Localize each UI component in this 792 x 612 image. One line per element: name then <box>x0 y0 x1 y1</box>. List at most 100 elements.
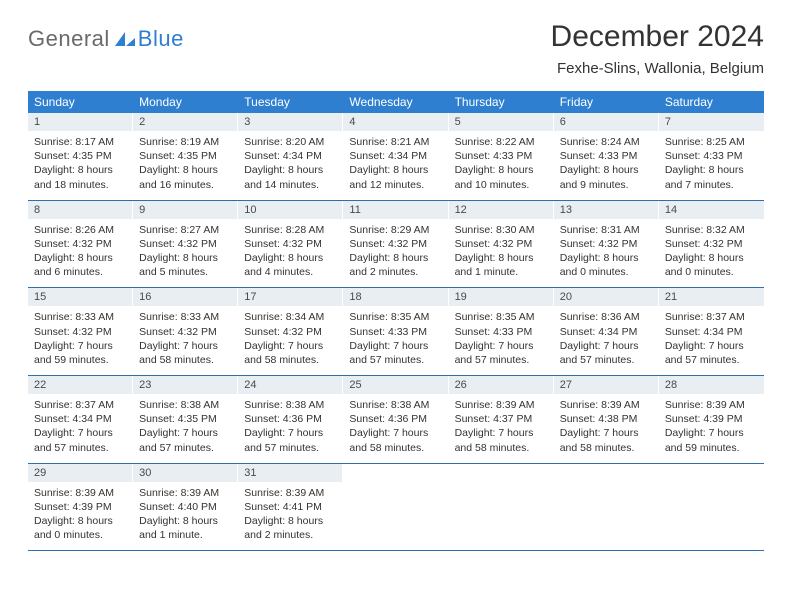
day-cell: 9Sunrise: 8:27 AMSunset: 4:32 PMDaylight… <box>133 201 238 288</box>
day-cell: 1Sunrise: 8:17 AMSunset: 4:35 PMDaylight… <box>28 113 133 200</box>
sunset-text: Sunset: 4:36 PM <box>244 412 337 426</box>
daylight-text: Daylight: 7 hours and 58 minutes. <box>139 339 232 367</box>
day-body: Sunrise: 8:39 AMSunset: 4:38 PMDaylight:… <box>554 394 659 463</box>
sunset-text: Sunset: 4:32 PM <box>244 237 337 251</box>
sunset-text: Sunset: 4:39 PM <box>34 500 127 514</box>
day-body: Sunrise: 8:27 AMSunset: 4:32 PMDaylight:… <box>133 219 238 288</box>
day-cell: 17Sunrise: 8:34 AMSunset: 4:32 PMDayligh… <box>238 288 343 375</box>
sunrise-text: Sunrise: 8:17 AM <box>34 135 127 149</box>
day-body: Sunrise: 8:33 AMSunset: 4:32 PMDaylight:… <box>28 306 133 375</box>
day-number: 5 <box>449 113 554 131</box>
sunset-text: Sunset: 4:32 PM <box>244 325 337 339</box>
day-cell <box>554 464 659 551</box>
day-body: Sunrise: 8:36 AMSunset: 4:34 PMDaylight:… <box>554 306 659 375</box>
day-body: Sunrise: 8:38 AMSunset: 4:36 PMDaylight:… <box>343 394 448 463</box>
day-number: 22 <box>28 376 133 394</box>
sunrise-text: Sunrise: 8:25 AM <box>665 135 758 149</box>
day-body: Sunrise: 8:20 AMSunset: 4:34 PMDaylight:… <box>238 131 343 200</box>
daylight-text: Daylight: 7 hours and 59 minutes. <box>665 426 758 454</box>
month-year-title: December 2024 <box>551 20 764 54</box>
daylight-text: Daylight: 8 hours and 14 minutes. <box>244 163 337 191</box>
sunset-text: Sunset: 4:37 PM <box>455 412 548 426</box>
daylight-text: Daylight: 7 hours and 57 minutes. <box>244 426 337 454</box>
daylight-text: Daylight: 8 hours and 0 minutes. <box>560 251 653 279</box>
day-cell: 26 Sunrise: 8:39 AMSunset: 4:37 PMDayligh… <box>449 376 554 463</box>
daylight-text: Daylight: 8 hours and 0 minutes. <box>665 251 758 279</box>
day-body: Sunrise: 8:38 AMSunset: 4:36 PMDaylight:… <box>238 394 343 463</box>
daylight-text: Daylight: 8 hours and 5 minutes. <box>139 251 232 279</box>
day-body: Sunrise: 8:37 AMSunset: 4:34 PMDaylight:… <box>659 306 764 375</box>
day-cell: 21Sunrise: 8:37 AMSunset: 4:34 PMDayligh… <box>659 288 764 375</box>
day-of-week-header: SundayMondayTuesdayWednesdayThursdayFrid… <box>28 91 764 113</box>
brand-text-blue: Blue <box>138 26 184 52</box>
weeks-container: 1Sunrise: 8:17 AMSunset: 4:35 PMDaylight… <box>28 113 764 551</box>
sunrise-text: Sunrise: 8:35 AM <box>455 310 548 324</box>
day-body: Sunrise: 8:26 AMSunset: 4:32 PMDaylight:… <box>28 219 133 288</box>
day-cell: 20Sunrise: 8:36 AMSunset: 4:34 PMDayligh… <box>554 288 659 375</box>
day-number: 11 <box>343 201 448 219</box>
sunset-text: Sunset: 4:36 PM <box>349 412 442 426</box>
location-subtitle: Fexhe-Slins, Wallonia, Belgium <box>551 60 764 77</box>
sunset-text: Sunset: 4:32 PM <box>455 237 548 251</box>
sunrise-text: Sunrise: 8:39 AM <box>455 398 548 412</box>
day-number: 24 <box>238 376 343 394</box>
day-number: 25 <box>343 376 448 394</box>
day-number: 9 <box>133 201 238 219</box>
day-number: 6 <box>554 113 659 131</box>
day-cell: 4Sunrise: 8:21 AMSunset: 4:34 PMDaylight… <box>343 113 448 200</box>
day-number: 15 <box>28 288 133 306</box>
sunrise-text: Sunrise: 8:35 AM <box>349 310 442 324</box>
week-row: 29Sunrise: 8:39 AMSunset: 4:39 PMDayligh… <box>28 464 764 552</box>
sunset-text: Sunset: 4:40 PM <box>139 500 232 514</box>
sunrise-text: Sunrise: 8:30 AM <box>455 223 548 237</box>
day-cell: 31Sunrise: 8:39 AMSunset: 4:41 PMDayligh… <box>238 464 343 551</box>
day-cell: 7Sunrise: 8:25 AMSunset: 4:33 PMDaylight… <box>659 113 764 200</box>
sunset-text: Sunset: 4:32 PM <box>349 237 442 251</box>
day-cell: 29Sunrise: 8:39 AMSunset: 4:39 PMDayligh… <box>28 464 133 551</box>
sunset-text: Sunset: 4:35 PM <box>139 149 232 163</box>
day-cell: 12Sunrise: 8:30 AMSunset: 4:32 PMDayligh… <box>449 201 554 288</box>
sunset-text: Sunset: 4:32 PM <box>34 325 127 339</box>
sunset-text: Sunset: 4:34 PM <box>349 149 442 163</box>
daylight-text: Daylight: 7 hours and 57 minutes. <box>560 339 653 367</box>
sunset-text: Sunset: 4:35 PM <box>34 149 127 163</box>
daylight-text: Daylight: 8 hours and 12 minutes. <box>349 163 442 191</box>
sunrise-text: Sunrise: 8:39 AM <box>34 486 127 500</box>
sunrise-text: Sunrise: 8:39 AM <box>665 398 758 412</box>
week-row: 22Sunrise: 8:37 AMSunset: 4:34 PMDayligh… <box>28 376 764 464</box>
day-cell: 25Sunrise: 8:38 AMSunset: 4:36 PMDayligh… <box>343 376 448 463</box>
day-cell: 14Sunrise: 8:32 AMSunset: 4:32 PMDayligh… <box>659 201 764 288</box>
day-number: 18 <box>343 288 448 306</box>
sunrise-text: Sunrise: 8:24 AM <box>560 135 653 149</box>
day-body: Sunrise: 8:38 AMSunset: 4:35 PMDaylight:… <box>133 394 238 463</box>
daylight-text: Daylight: 8 hours and 1 minute. <box>139 514 232 542</box>
sunrise-text: Sunrise: 8:27 AM <box>139 223 232 237</box>
sunrise-text: Sunrise: 8:21 AM <box>349 135 442 149</box>
sunrise-text: Sunrise: 8:38 AM <box>139 398 232 412</box>
sunrise-text: Sunrise: 8:33 AM <box>139 310 232 324</box>
sunrise-text: Sunrise: 8:32 AM <box>665 223 758 237</box>
title-block: December 2024 Fexhe-Slins, Wallonia, Bel… <box>551 20 764 77</box>
sunrise-text: Sunrise: 8:20 AM <box>244 135 337 149</box>
day-body: Sunrise: 8:39 AMSunset: 4:40 PMDaylight:… <box>133 482 238 551</box>
daylight-text: Daylight: 8 hours and 10 minutes. <box>455 163 548 191</box>
header-row: General Blue December 2024 Fexhe-Slins, … <box>28 20 764 77</box>
day-number: 26 <box>449 376 554 394</box>
sunset-text: Sunset: 4:39 PM <box>665 412 758 426</box>
daylight-text: Daylight: 7 hours and 58 minutes. <box>244 339 337 367</box>
day-cell: 15Sunrise: 8:33 AMSunset: 4:32 PMDayligh… <box>28 288 133 375</box>
day-number: 20 <box>554 288 659 306</box>
daylight-text: Daylight: 7 hours and 58 minutes. <box>455 426 548 454</box>
dow-cell: Friday <box>554 91 659 113</box>
day-number: 10 <box>238 201 343 219</box>
sunrise-text: Sunrise: 8:37 AM <box>665 310 758 324</box>
sunrise-text: Sunrise: 8:28 AM <box>244 223 337 237</box>
day-number: 7 <box>659 113 764 131</box>
sunset-text: Sunset: 4:34 PM <box>34 412 127 426</box>
day-body: Sunrise: 8:32 AMSunset: 4:32 PMDaylight:… <box>659 219 764 288</box>
day-cell: 2Sunrise: 8:19 AMSunset: 4:35 PMDaylight… <box>133 113 238 200</box>
day-number: 17 <box>238 288 343 306</box>
daylight-text: Daylight: 7 hours and 57 minutes. <box>665 339 758 367</box>
sunset-text: Sunset: 4:41 PM <box>244 500 337 514</box>
day-body: Sunrise: 8:34 AMSunset: 4:32 PMDaylight:… <box>238 306 343 375</box>
